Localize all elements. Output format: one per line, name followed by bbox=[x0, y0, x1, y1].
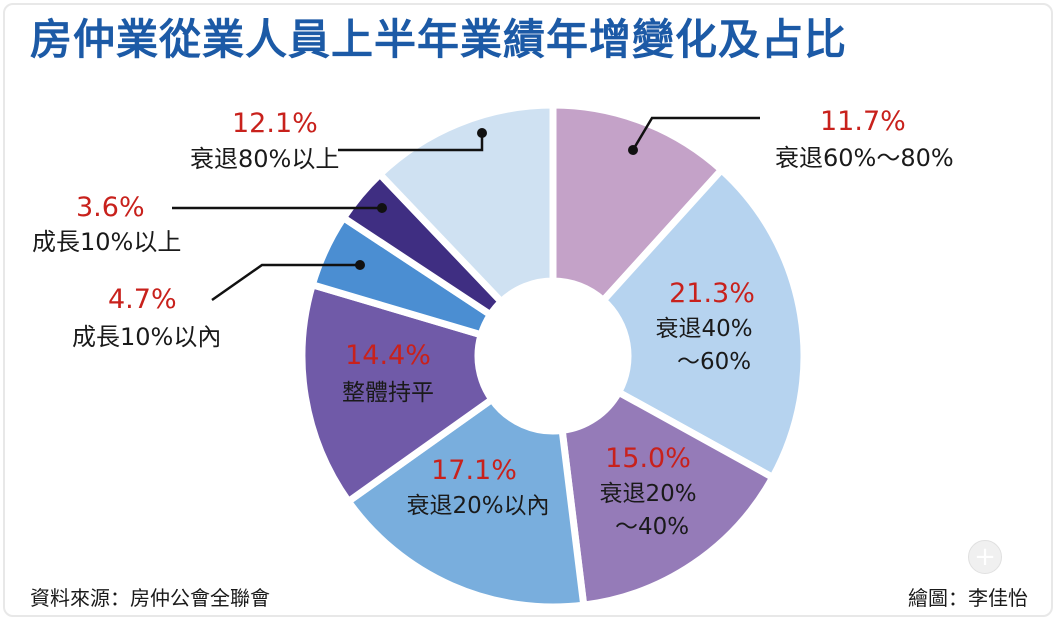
slice-value-1: 21.3% bbox=[669, 278, 755, 309]
donut-slice bbox=[298, 280, 497, 507]
leader-line bbox=[211, 263, 360, 302]
slice-label-2b: ～40% bbox=[615, 514, 689, 540]
leader-dot bbox=[477, 128, 487, 138]
donut-slice bbox=[343, 394, 588, 611]
chart-title: 房仲業從業人員上半年業績年增變化及占比 bbox=[30, 15, 848, 64]
leader-dot bbox=[355, 260, 365, 270]
donut-slices bbox=[298, 101, 808, 611]
slice-value-5: 4.7% bbox=[108, 284, 177, 315]
slice-value-3: 17.1% bbox=[431, 455, 517, 486]
slice-label-1b: ～60% bbox=[677, 349, 751, 375]
leader-dot bbox=[628, 145, 638, 155]
leader-line bbox=[631, 116, 760, 151]
slice-value-0: 11.7% bbox=[820, 106, 906, 137]
slice-label-5: 成長10%以內 bbox=[72, 323, 221, 351]
donut-slice bbox=[558, 387, 778, 610]
leader-lines bbox=[172, 116, 760, 302]
slice-value-2: 15.0% bbox=[605, 443, 691, 474]
data-source: 資料來源：房仲公會全聯會 bbox=[30, 586, 270, 610]
slice-label-3: 衰退20%以內 bbox=[406, 493, 549, 519]
slice-value-6: 3.6% bbox=[76, 192, 145, 223]
slice-value-4: 14.4% bbox=[345, 340, 431, 371]
donut-slice bbox=[374, 101, 557, 307]
slice-label-7: 衰退80%以上 bbox=[190, 145, 339, 173]
slice-label-6: 成長10%以上 bbox=[32, 228, 181, 256]
donut-slice bbox=[598, 165, 808, 483]
slice-value-7: 12.1% bbox=[232, 108, 318, 139]
slice-label-1a: 衰退40% bbox=[655, 316, 752, 342]
slice-label-4: 整體持平 bbox=[342, 380, 434, 406]
artist-credit: 繪圖：李佳怡 bbox=[908, 586, 1028, 610]
slice-label-2a: 衰退20% bbox=[599, 481, 696, 507]
plus-icon[interactable]: + bbox=[968, 540, 1002, 574]
leader-dot bbox=[377, 203, 387, 213]
donut-slice bbox=[549, 101, 727, 306]
leader-line bbox=[338, 133, 484, 152]
slice-label-0: 衰退60%～80% bbox=[775, 144, 954, 172]
